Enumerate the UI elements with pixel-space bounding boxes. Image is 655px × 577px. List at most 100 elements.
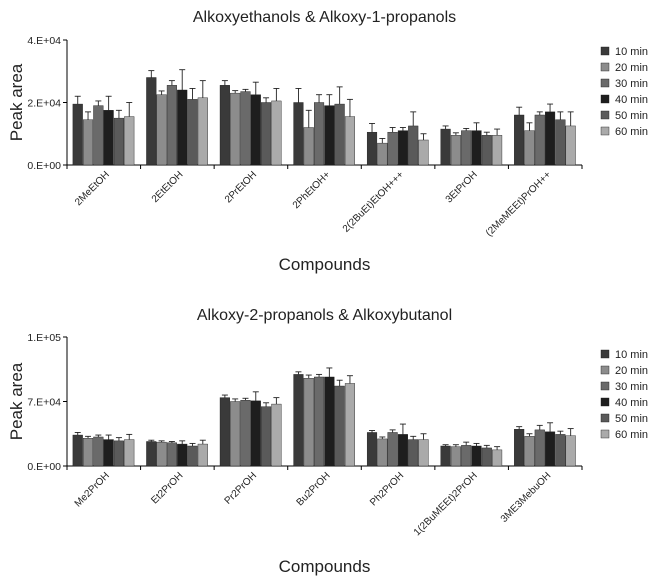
bar-2(2BuEt)EtOH+++-60min (418, 139, 429, 166)
bar-Ph2PrOH-10min (366, 432, 378, 467)
legend-swatch (600, 397, 610, 407)
bar-2(2BuEt)EtOH+++-30min (387, 131, 398, 166)
legend-label: 30 min (615, 381, 648, 393)
bar-Et2PrOH-60min (197, 443, 208, 467)
legend-label: 60 min (615, 126, 648, 138)
bar-Pr2PrOH-10min (219, 397, 230, 467)
x-tick-label: 3EtPrOH (444, 169, 480, 205)
x-axis-title: Compounds (279, 557, 371, 576)
x-tick-label: 2MeEtOH (73, 169, 112, 208)
bar-Pr2PrOH-20min (230, 401, 241, 467)
bar-(2MeMEEt)PrOH++-50min (555, 119, 566, 166)
legend-label: 10 min (615, 46, 648, 58)
legend-label: 40 min (615, 397, 648, 409)
bar-2PhEtOH+-60min (344, 116, 356, 166)
bar-2PrEtOH-30min (240, 91, 251, 166)
legend-swatch (600, 381, 610, 391)
bar-2PrEtOH-40min (250, 94, 261, 166)
legend-label: 20 min (615, 62, 648, 74)
bar-Pr2PrOH-30min (240, 400, 251, 467)
bar-Bu2PrOH-20min (303, 378, 314, 467)
x-tick-label: 2(2BuEt)EtOH+++ (341, 169, 406, 234)
legend-swatch (600, 413, 610, 423)
bar-Ph2PrOH-30min (387, 432, 398, 467)
bar-3ME3MebuOH-20min (524, 436, 535, 467)
bar-2PrEtOH-10min (219, 85, 230, 166)
legend-label: 30 min (615, 78, 648, 90)
bar-Me2PrOH-60min (124, 439, 135, 467)
legend-swatch (600, 429, 610, 439)
y-tick-label: 7.E+04 (27, 397, 61, 409)
bar-Et2PrOH-30min (166, 442, 177, 467)
x-tick-label: 2EtEtOH (150, 169, 186, 205)
chart-2: Alkoxy-2-propanols & Alkoxybutanol Peak a… (7, 307, 648, 576)
bar-(2MeMEEt)PrOH++-40min (545, 111, 556, 166)
bar-Me2PrOH-30min (93, 436, 104, 467)
bar-2PrEtOH-60min (271, 100, 282, 166)
legend-label: 40 min (615, 94, 648, 106)
chart-title: Alkoxyethanols & Alkoxy-1-propanols (193, 9, 456, 26)
bar-Ph2PrOH-40min (397, 434, 408, 467)
bar-Bu2PrOH-40min (324, 376, 335, 467)
bar-3EtPrOH-60min (492, 135, 503, 166)
x-tick-label: Bu2PrOH (295, 470, 333, 508)
legend-label: 50 min (615, 110, 648, 122)
bar-1(2BuMEEt)2PrOH-10min (440, 445, 451, 467)
x-tick-label: Et2PrOH (149, 470, 185, 506)
x-axis-title: Compounds (279, 255, 371, 274)
bar-2PhEtOH+-40min (324, 105, 335, 166)
bar-(2MeMEEt)PrOH++-60min (565, 125, 576, 166)
bar-2EtEtOH-30min (166, 85, 177, 166)
x-tick-label: Ph2PrOH (368, 470, 406, 508)
y-tick-label: 2.E+04 (27, 98, 61, 110)
legend-swatch (600, 110, 610, 120)
bar-3EtPrOH-10min (440, 128, 451, 166)
bar-Bu2PrOH-60min (344, 383, 356, 467)
bar-2PhEtOH+-30min (314, 102, 325, 166)
bar-3EtPrOH-20min (450, 135, 461, 166)
legend-swatch (600, 46, 610, 56)
bar-Me2PrOH-20min (82, 438, 94, 467)
bar-2(2BuEt)EtOH+++-50min (408, 125, 419, 166)
bar-Pr2PrOH-50min (261, 406, 272, 467)
bar-Ph2PrOH-20min (377, 438, 388, 467)
bar-2(2BuEt)EtOH+++-40min (397, 130, 408, 166)
legend-swatch (600, 62, 610, 72)
bar-2EtEtOH-40min (177, 89, 188, 166)
bar-2(2BuEt)EtOH+++-10min (366, 131, 378, 166)
legend-swatch (600, 126, 610, 136)
bar-Et2PrOH-50min (187, 445, 198, 467)
x-tick-label: 2PrEtOH (223, 169, 259, 205)
bar-2EtEtOH-60min (197, 97, 208, 166)
legend-swatch (600, 78, 610, 88)
bar-Me2PrOH-50min (113, 440, 124, 467)
y-tick-label: 0.E+00 (27, 160, 61, 172)
bar-1(2BuMEEt)2PrOH-40min (471, 445, 482, 467)
bar-Pr2PrOH-60min (271, 403, 282, 467)
legend-swatch (600, 349, 610, 359)
x-tick-label: Me2PrOH (73, 470, 112, 509)
bar-(2MeMEEt)PrOH++-30min (534, 114, 545, 166)
bar-3ME3MebuOH-30min (534, 429, 545, 467)
bar-2MeEtOH-50min (113, 117, 124, 166)
bar-2EtEtOH-10min (146, 77, 157, 166)
x-tick-label: 3ME3MebuOH (499, 470, 554, 525)
bar-Bu2PrOH-10min (293, 374, 304, 467)
x-tick-label: 2PhEtOH+ (291, 169, 333, 211)
legend-label: 20 min (615, 365, 648, 377)
bar-Bu2PrOH-30min (314, 376, 325, 467)
bar-2PrEtOH-50min (261, 102, 272, 166)
bar-3EtPrOH-40min (471, 130, 482, 166)
x-tick-label: 1(2BuMEEt)2PrOH (412, 470, 480, 538)
bar-1(2BuMEEt)2PrOH-20min (450, 446, 461, 467)
chart-title: Alkoxy-2-propanols & Alkoxybutanol (197, 307, 452, 324)
legend-label: 10 min (615, 349, 648, 361)
bar-Bu2PrOH-50min (334, 385, 345, 467)
x-tick-label: (2MeMEEt)PrOH++ (484, 169, 554, 239)
y-tick-label: 0.E+00 (27, 461, 61, 473)
y-tick-label: 1.E+05 (27, 332, 61, 344)
y-axis-title: Peak area (7, 63, 26, 141)
bar-3ME3MebuOH-10min (514, 429, 525, 467)
bar-3ME3MebuOH-50min (555, 434, 566, 467)
